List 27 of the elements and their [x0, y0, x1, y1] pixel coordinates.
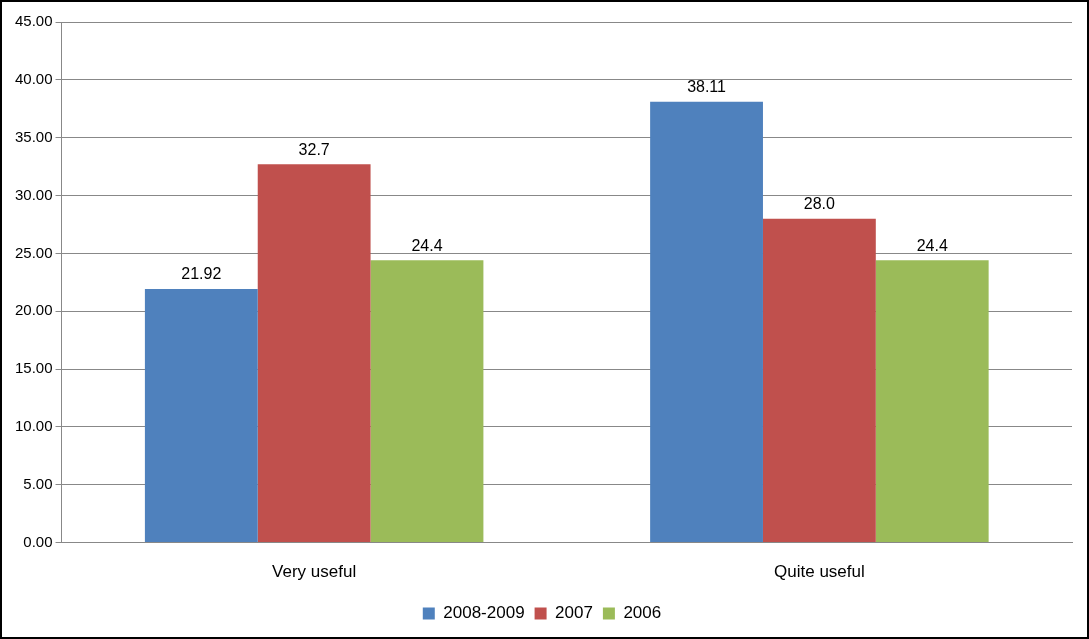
bar	[762, 218, 876, 543]
bar	[875, 260, 989, 543]
legend-label: 2007	[555, 603, 593, 623]
y-tick-label: 40.00	[14, 69, 53, 87]
y-tick-label: 25.00	[14, 243, 53, 261]
legend-label: 2008-2009	[443, 603, 525, 623]
data-label: 32.7	[298, 140, 330, 158]
bar	[370, 260, 484, 543]
bar	[257, 164, 371, 543]
y-tick-label: 0.00	[23, 532, 53, 550]
y-tick-label: 20.00	[14, 301, 53, 319]
x-tick-label: Quite useful	[774, 562, 865, 582]
data-label: 24.4	[916, 236, 948, 254]
bar	[144, 289, 258, 543]
data-label: 38.11	[687, 78, 727, 96]
data-label: 24.4	[411, 236, 443, 254]
y-tick-label: 5.00	[23, 474, 53, 492]
data-label: 21.92	[181, 265, 222, 283]
y-tick-label: 35.00	[14, 127, 53, 145]
x-tick-label: Very useful	[272, 562, 357, 582]
y-tick-label: 30.00	[14, 185, 53, 203]
y-tick-label: 45.00	[14, 12, 53, 30]
y-tick-label: 10.00	[14, 417, 53, 435]
legend-label: 2006	[623, 603, 662, 623]
bar	[650, 101, 763, 543]
data-label: 28.0	[803, 195, 836, 213]
y-tick-label: 15.00	[14, 359, 53, 377]
